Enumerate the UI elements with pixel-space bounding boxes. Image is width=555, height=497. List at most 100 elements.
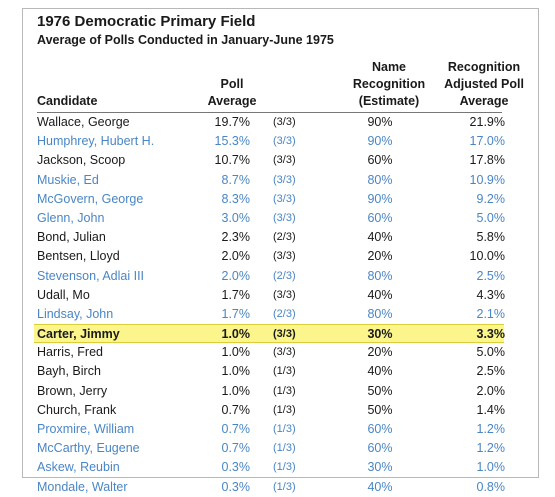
header-adj-line2: Adjusted Poll	[444, 77, 524, 91]
poll-count-cell: (1/3)	[273, 461, 296, 474]
table-row: Proxmire, William 0.7% (1/3) 60% 1.2%	[0, 420, 555, 439]
poll-count-cell: (3/3)	[273, 192, 296, 205]
table-row: Bayh, Birch 1.0% (1/3) 40% 2.5%	[0, 362, 555, 381]
candidate-cell: Carter, Jimmy	[37, 327, 120, 342]
name-recognition-cell: 90%	[367, 134, 393, 149]
poll-count-cell: (3/3)	[273, 135, 296, 148]
poll-average-cell: 3.0%	[221, 210, 251, 225]
candidate-cell: Bond, Julian	[37, 230, 106, 245]
adjusted-average-cell: 2.0%	[476, 383, 506, 398]
candidate-cell: Lindsay, John	[37, 306, 114, 321]
poll-average-cell: 8.7%	[221, 172, 251, 187]
table-row: Mondale, Walter 0.3% (1/3) 40% 0.8%	[0, 478, 555, 497]
adjusted-average-cell: 2.5%	[476, 364, 506, 379]
candidate-cell: Brown, Jerry	[37, 383, 108, 398]
candidate-cell: Muskie, Ed	[37, 172, 99, 187]
name-recognition-cell: 60%	[367, 441, 393, 456]
adjusted-average-cell: 21.9%	[469, 115, 505, 129]
table-row: Stevenson, Adlai III 2.0% (2/3) 80% 2.5%	[0, 267, 555, 286]
adjusted-average-cell: 5.0%	[476, 345, 506, 360]
poll-average-cell: 0.3%	[221, 460, 251, 475]
table-row: Church, Frank 0.7% (1/3) 50% 1.4%	[0, 401, 555, 420]
name-recognition-cell: 80%	[367, 306, 393, 321]
name-recognition-cell: 40%	[367, 364, 393, 379]
name-recognition-cell: 40%	[367, 230, 393, 245]
header-poll-line1: Poll	[220, 77, 244, 91]
header-name-line3: (Estimate)	[358, 94, 420, 108]
header-adjusted-average: Recognition Adjusted Poll Average	[427, 59, 541, 110]
poll-average-cell: 1.0%	[221, 383, 251, 398]
candidate-cell: Proxmire, William	[37, 422, 135, 436]
poll-average-cell: 0.7%	[221, 402, 251, 417]
adjusted-average-cell: 1.0%	[476, 460, 506, 475]
candidate-cell: Bayh, Birch	[37, 364, 101, 379]
candidate-cell: Stevenson, Adlai III	[37, 268, 145, 283]
adjusted-average-cell: 1.4%	[476, 402, 506, 417]
candidate-cell: McCarthy, Eugene	[37, 441, 140, 456]
name-recognition-cell: 80%	[367, 172, 393, 187]
name-recognition-cell: 40%	[367, 287, 393, 302]
table-row: Askew, Reubin 0.3% (1/3) 30% 1.0%	[0, 458, 555, 477]
adjusted-average-cell: 10.9%	[469, 172, 505, 187]
poll-count-cell: (3/3)	[273, 211, 296, 224]
poll-count-cell: (3/3)	[273, 328, 296, 341]
candidate-cell: Glenn, John	[37, 210, 105, 225]
table-row: McCarthy, Eugene 0.7% (1/3) 60% 1.2%	[0, 439, 555, 458]
poll-average-cell: 2.3%	[221, 230, 251, 245]
poll-average-cell: 1.0%	[221, 327, 251, 342]
table-row: Harris, Fred 1.0% (3/3) 20% 5.0%	[0, 343, 555, 362]
table-subtitle: Average of Polls Conducted in January-Ju…	[37, 33, 334, 47]
table-row: Wallace, George 19.7% (3/3) 90% 21.9%	[0, 113, 555, 132]
header-name-line2: Recognition	[352, 77, 426, 91]
candidate-cell: McGovern, George	[37, 191, 144, 206]
poll-average-cell: 2.0%	[221, 249, 251, 264]
poll-count-cell: (2/3)	[273, 269, 296, 282]
adjusted-average-cell: 10.0%	[469, 249, 505, 264]
table-row: Lindsay, John 1.7% (2/3) 80% 2.1%	[0, 305, 555, 324]
poll-count-cell: (3/3)	[273, 154, 296, 167]
candidate-cell: Bentsen, Lloyd	[37, 249, 120, 264]
name-recognition-cell: 30%	[367, 460, 393, 475]
adjusted-average-cell: 5.0%	[476, 210, 506, 225]
poll-count-cell: (3/3)	[273, 288, 296, 301]
adjusted-average-cell: 1.2%	[476, 422, 506, 436]
name-recognition-cell: 90%	[367, 115, 393, 129]
poll-count-cell: (1/3)	[273, 384, 296, 397]
header-poll-line2: Average	[207, 94, 257, 108]
table-row: Muskie, Ed 8.7% (3/3) 80% 10.9%	[0, 171, 555, 190]
poll-count-cell: (3/3)	[273, 250, 296, 263]
adjusted-average-cell: 9.2%	[476, 191, 506, 206]
table-frame	[22, 8, 539, 478]
table-row: Bentsen, Lloyd 2.0% (3/3) 20% 10.0%	[0, 247, 555, 266]
table-row: Bond, Julian 2.3% (2/3) 40% 5.8%	[0, 228, 555, 247]
name-recognition-cell: 50%	[367, 383, 393, 398]
adjusted-average-cell: 17.8%	[469, 153, 505, 168]
table-title: 1976 Democratic Primary Field	[37, 13, 256, 30]
poll-average-cell: 1.0%	[221, 345, 251, 360]
name-recognition-cell: 80%	[367, 268, 393, 283]
table-row: Glenn, John 3.0% (3/3) 60% 5.0%	[0, 209, 555, 228]
poll-average-cell: 0.7%	[221, 441, 251, 456]
poll-average-cell: 1.0%	[221, 364, 251, 379]
poll-average-cell: 15.3%	[214, 134, 250, 149]
poll-count-cell: (1/3)	[273, 442, 296, 455]
header-candidate: Candidate	[37, 94, 98, 108]
poll-average-cell: 10.7%	[214, 153, 250, 168]
header-poll-average: Poll Average	[197, 76, 267, 110]
poll-count-cell: (1/3)	[273, 403, 296, 416]
adjusted-average-cell: 3.3%	[476, 327, 506, 342]
poll-count-cell: (1/3)	[273, 423, 296, 435]
poll-average-cell: 0.3%	[221, 479, 251, 494]
poll-count-cell: (2/3)	[273, 307, 296, 320]
name-recognition-cell: 20%	[367, 249, 393, 264]
adjusted-average-cell: 0.8%	[476, 479, 506, 494]
candidate-cell: Church, Frank	[37, 402, 117, 417]
name-recognition-cell: 30%	[367, 327, 393, 342]
header-adj-line1: Recognition	[447, 60, 521, 74]
table-row: McGovern, George 8.3% (3/3) 90% 9.2%	[0, 190, 555, 209]
adjusted-average-cell: 2.5%	[476, 268, 506, 283]
poll-count-cell: (1/3)	[273, 480, 296, 493]
candidate-cell: Wallace, George	[37, 115, 130, 129]
adjusted-average-cell: 5.8%	[476, 230, 506, 245]
poll-count-cell: (1/3)	[273, 365, 296, 378]
